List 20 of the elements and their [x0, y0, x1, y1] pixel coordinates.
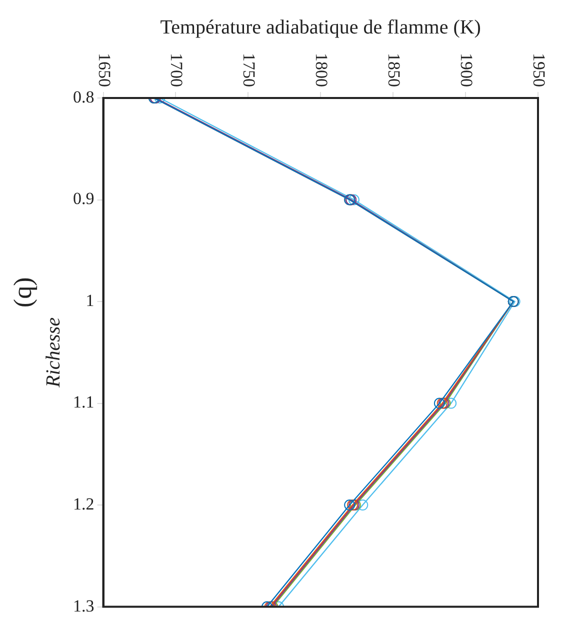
x-tick-label: 1800: [312, 53, 332, 87]
point: [434, 398, 445, 409]
point: [357, 500, 368, 511]
x-tick-label: 1850: [384, 53, 404, 87]
point: [446, 398, 457, 409]
point: [344, 500, 356, 511]
y-tick-label: 1.2: [73, 494, 94, 514]
y-tick-label: 1.1: [73, 392, 94, 412]
x-tick-label: 1650: [94, 53, 114, 87]
x-tick-label: 1900: [457, 53, 476, 87]
x-tick-label: 1700: [167, 53, 186, 87]
x-tick-label: 1750: [240, 53, 259, 87]
y-tick-label: 0.8: [73, 87, 94, 106]
text: (b): [13, 277, 42, 308]
y-axis-title: Richesse: [42, 317, 64, 388]
y-tick-label: 1.3: [73, 596, 94, 616]
x-axis-title: Température adiabatique de flamme (K): [160, 16, 481, 38]
y-tick-label: 0.9: [73, 189, 94, 208]
x-tick-label: 1950: [530, 53, 549, 87]
y-tick-label: 1: [86, 290, 94, 310]
